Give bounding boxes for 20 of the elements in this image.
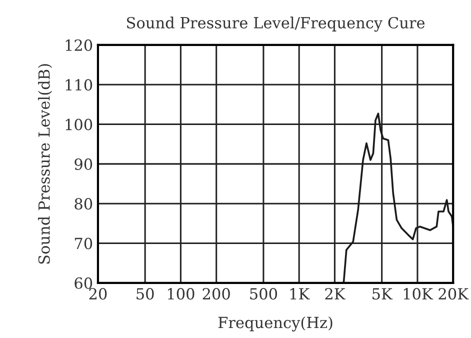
y-tick-label: 110 <box>66 79 92 91</box>
y-tick-label: 60 <box>74 277 92 289</box>
y-tick-label: 70 <box>74 238 92 250</box>
x-tick-label: 500 <box>250 288 278 300</box>
x-tick-label: 50 <box>136 288 154 300</box>
y-tick-label: 100 <box>66 118 92 130</box>
x-tick-label: 10K <box>404 288 434 300</box>
x-tick-label: 200 <box>202 288 230 300</box>
chart-title: Sound Pressure Level/Frequency Cure <box>127 16 425 32</box>
x-tick-label: 100 <box>168 288 194 300</box>
x-tick-label: 5K <box>372 288 393 300</box>
y-tick-label: 80 <box>74 198 92 210</box>
y-tick-label: 120 <box>66 39 92 51</box>
x-tick-label: 2K <box>325 288 346 300</box>
y-axis-title: Sound Pressure Level(dB) <box>38 64 52 264</box>
x-tick-label: 1K <box>290 288 310 300</box>
x-axis-title: Frequency(Hz) <box>218 316 332 332</box>
x-tick-label: 20K <box>438 288 469 300</box>
y-tick-label: 90 <box>74 158 92 170</box>
x-tick-label: 20 <box>89 288 107 300</box>
